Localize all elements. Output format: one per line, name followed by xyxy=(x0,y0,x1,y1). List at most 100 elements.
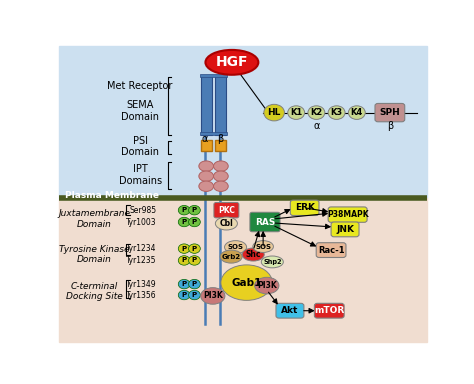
Text: SPH: SPH xyxy=(380,108,400,117)
FancyBboxPatch shape xyxy=(250,212,280,232)
Ellipse shape xyxy=(213,181,228,192)
Text: JNK: JNK xyxy=(336,225,354,234)
Ellipse shape xyxy=(189,205,201,215)
Ellipse shape xyxy=(328,106,345,119)
Ellipse shape xyxy=(220,250,242,263)
Text: P: P xyxy=(192,257,197,263)
Text: P: P xyxy=(192,292,197,298)
Text: Shc: Shc xyxy=(246,250,261,259)
Bar xyxy=(59,199,427,342)
Text: HGF: HGF xyxy=(216,55,248,70)
Text: P: P xyxy=(192,246,197,252)
Text: P: P xyxy=(192,281,197,287)
Bar xyxy=(59,46,427,199)
Text: Tyr1349: Tyr1349 xyxy=(126,280,156,289)
Ellipse shape xyxy=(189,256,201,265)
Text: IPT
Domains: IPT Domains xyxy=(118,164,162,185)
FancyBboxPatch shape xyxy=(276,303,304,318)
Ellipse shape xyxy=(213,161,228,171)
Text: P: P xyxy=(182,207,187,213)
Ellipse shape xyxy=(255,277,279,294)
Bar xyxy=(201,76,212,135)
Text: Gab1: Gab1 xyxy=(231,278,262,288)
Ellipse shape xyxy=(261,256,283,268)
Text: P: P xyxy=(182,246,187,252)
FancyBboxPatch shape xyxy=(314,303,344,318)
Text: PKC: PKC xyxy=(218,206,235,215)
Text: ERK: ERK xyxy=(295,203,315,212)
Ellipse shape xyxy=(178,217,190,227)
Bar xyxy=(200,132,228,135)
Ellipse shape xyxy=(242,248,264,261)
Text: Akt: Akt xyxy=(281,306,299,315)
Text: P: P xyxy=(192,219,197,225)
Text: K3: K3 xyxy=(330,108,343,117)
Ellipse shape xyxy=(178,256,190,265)
Ellipse shape xyxy=(213,171,228,181)
Text: mTOR: mTOR xyxy=(314,306,345,315)
Text: P: P xyxy=(182,219,187,225)
Text: K4: K4 xyxy=(351,108,363,117)
Text: Plasma Membrane: Plasma Membrane xyxy=(65,191,159,200)
Ellipse shape xyxy=(178,290,190,300)
Text: P: P xyxy=(182,257,187,263)
Ellipse shape xyxy=(205,50,258,75)
Text: Tyr1356: Tyr1356 xyxy=(126,291,156,300)
Text: PI3K: PI3K xyxy=(203,291,223,300)
Ellipse shape xyxy=(199,161,213,171)
Ellipse shape xyxy=(199,171,213,181)
Ellipse shape xyxy=(189,244,201,253)
Text: Cbl: Cbl xyxy=(219,219,233,228)
Ellipse shape xyxy=(178,280,190,289)
FancyBboxPatch shape xyxy=(214,202,239,218)
Ellipse shape xyxy=(201,288,225,304)
Text: PI3K: PI3K xyxy=(257,281,277,290)
FancyBboxPatch shape xyxy=(316,243,346,258)
Ellipse shape xyxy=(348,106,365,119)
Text: Ser985: Ser985 xyxy=(129,206,156,215)
Ellipse shape xyxy=(253,241,273,252)
Text: Tyr1003: Tyr1003 xyxy=(126,217,156,227)
Text: α: α xyxy=(201,134,208,144)
Text: Shp2: Shp2 xyxy=(263,259,282,265)
FancyBboxPatch shape xyxy=(331,222,359,237)
Text: Met Receptor: Met Receptor xyxy=(108,81,173,91)
Text: Grb2: Grb2 xyxy=(222,253,241,260)
Ellipse shape xyxy=(199,181,213,192)
Text: P: P xyxy=(182,292,187,298)
Bar xyxy=(215,76,227,135)
Ellipse shape xyxy=(178,205,190,215)
Text: P38MAPK: P38MAPK xyxy=(327,210,368,219)
Ellipse shape xyxy=(189,290,201,300)
Bar xyxy=(201,140,212,151)
Text: C-terminal
Docking Site: C-terminal Docking Site xyxy=(66,282,122,301)
Ellipse shape xyxy=(221,265,272,300)
FancyBboxPatch shape xyxy=(375,103,405,122)
Ellipse shape xyxy=(189,280,201,289)
Text: K2: K2 xyxy=(310,108,322,117)
FancyBboxPatch shape xyxy=(290,200,319,215)
Bar xyxy=(200,74,228,77)
Text: K1: K1 xyxy=(290,108,302,117)
Text: P: P xyxy=(192,207,197,213)
Text: Tyr1235: Tyr1235 xyxy=(126,256,156,265)
Text: PSI
Domain: PSI Domain xyxy=(121,136,159,157)
Text: SEMA
Domain: SEMA Domain xyxy=(121,100,159,122)
Text: α: α xyxy=(313,121,319,131)
Ellipse shape xyxy=(178,244,190,253)
Ellipse shape xyxy=(288,106,305,119)
Text: Juxtamembrane
Domain: Juxtamembrane Domain xyxy=(58,209,130,229)
Text: P: P xyxy=(182,281,187,287)
Bar xyxy=(215,140,227,151)
Ellipse shape xyxy=(264,104,284,121)
Text: SOS: SOS xyxy=(255,243,271,250)
Text: β: β xyxy=(217,134,223,144)
Text: Tyrosine Kinase
Domain: Tyrosine Kinase Domain xyxy=(59,245,129,264)
Text: β: β xyxy=(387,121,393,131)
FancyBboxPatch shape xyxy=(328,207,367,222)
Ellipse shape xyxy=(225,241,246,254)
Ellipse shape xyxy=(189,217,201,227)
Text: HL: HL xyxy=(267,108,281,117)
Text: Tyr1234: Tyr1234 xyxy=(126,244,156,253)
Text: SOS: SOS xyxy=(228,244,244,250)
